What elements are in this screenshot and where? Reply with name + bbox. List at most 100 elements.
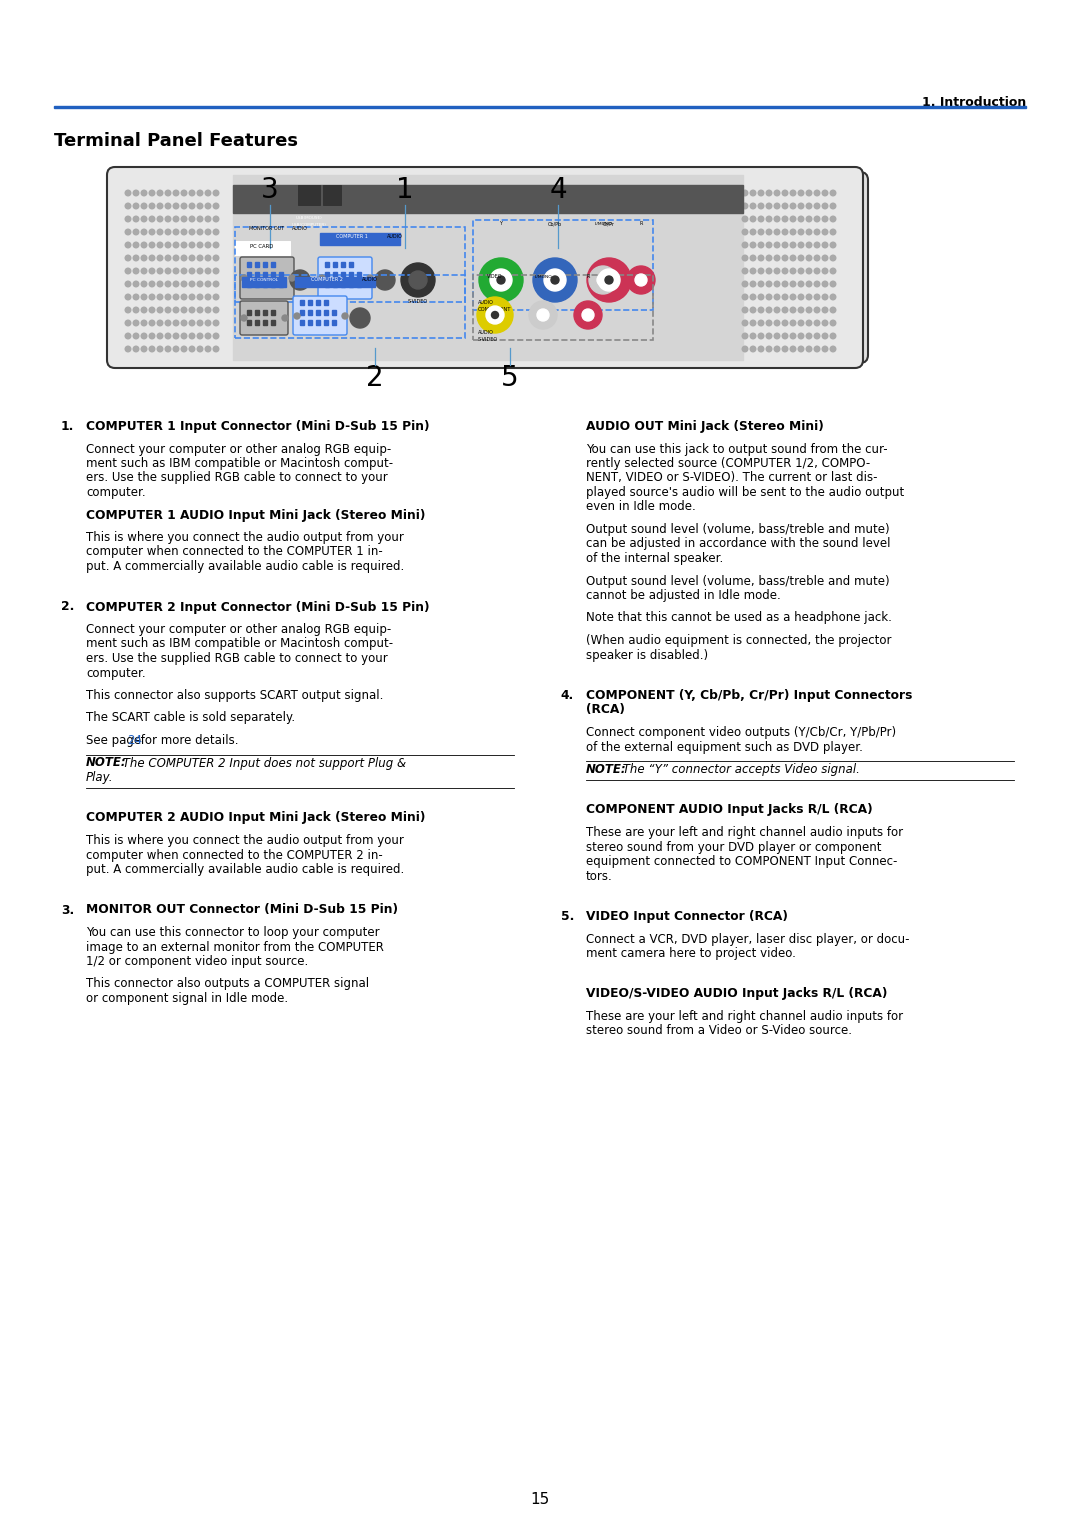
Text: S-VIDEO: S-VIDEO <box>408 299 428 304</box>
Text: Cb/Pb: Cb/Pb <box>548 221 562 226</box>
Circle shape <box>751 203 756 209</box>
Circle shape <box>831 333 836 339</box>
Circle shape <box>205 307 211 313</box>
Circle shape <box>158 191 163 195</box>
Circle shape <box>133 255 139 261</box>
Circle shape <box>822 217 827 221</box>
Text: MONITOR OUT: MONITOR OUT <box>249 226 284 230</box>
Text: put. A commercially available audio cable is required.: put. A commercially available audio cabl… <box>86 560 404 572</box>
Circle shape <box>149 295 154 299</box>
Circle shape <box>173 229 179 235</box>
Text: COMPONENT: COMPONENT <box>478 307 512 311</box>
Bar <box>235 241 291 255</box>
Circle shape <box>831 281 836 287</box>
Circle shape <box>205 281 211 287</box>
Circle shape <box>831 217 836 221</box>
Circle shape <box>486 307 504 324</box>
Text: R: R <box>639 221 643 226</box>
Text: ment such as IBM compatible or Macintosh comput-: ment such as IBM compatible or Macintosh… <box>86 456 393 470</box>
Circle shape <box>189 243 194 247</box>
Circle shape <box>742 281 747 287</box>
Bar <box>473 275 653 340</box>
Circle shape <box>149 307 154 313</box>
Circle shape <box>173 191 179 195</box>
Circle shape <box>173 255 179 261</box>
Circle shape <box>189 333 194 339</box>
Circle shape <box>791 191 796 195</box>
Circle shape <box>751 333 756 339</box>
Circle shape <box>814 346 820 353</box>
Circle shape <box>165 191 171 195</box>
Circle shape <box>241 314 247 320</box>
Circle shape <box>798 333 804 339</box>
Circle shape <box>181 320 187 325</box>
Circle shape <box>213 229 219 235</box>
Bar <box>247 310 251 314</box>
Text: computer when connected to the COMPUTER 1 in-: computer when connected to the COMPUTER … <box>86 545 382 559</box>
Bar <box>271 310 275 314</box>
FancyBboxPatch shape <box>240 301 288 336</box>
Bar <box>349 272 353 278</box>
Text: Output sound level (volume, bass/treble and mute): Output sound level (volume, bass/treble … <box>586 523 890 536</box>
FancyBboxPatch shape <box>293 296 347 336</box>
Bar <box>324 310 328 314</box>
Circle shape <box>806 320 812 325</box>
Bar <box>247 262 251 267</box>
Circle shape <box>205 229 211 235</box>
Circle shape <box>198 255 203 261</box>
Circle shape <box>133 333 139 339</box>
Text: VIDEO Input Connector (RCA): VIDEO Input Connector (RCA) <box>586 909 788 923</box>
Text: AUDIO OUT Mini Jack (Stereo Mini): AUDIO OUT Mini Jack (Stereo Mini) <box>586 420 824 433</box>
Circle shape <box>791 346 796 353</box>
Circle shape <box>831 307 836 313</box>
Circle shape <box>742 346 747 353</box>
Text: The SCART cable is sold separately.: The SCART cable is sold separately. <box>86 711 295 725</box>
Text: can be adjusted in accordance with the sound level: can be adjusted in accordance with the s… <box>586 537 891 551</box>
Text: USB(COMPUTER): USB(COMPUTER) <box>292 223 326 227</box>
Circle shape <box>798 255 804 261</box>
Circle shape <box>213 203 219 209</box>
Circle shape <box>213 217 219 221</box>
Circle shape <box>774 269 780 273</box>
Circle shape <box>806 333 812 339</box>
Circle shape <box>758 203 764 209</box>
Bar <box>332 320 336 325</box>
Text: The “Y” connector accepts Video signal.: The “Y” connector accepts Video signal. <box>619 763 860 777</box>
Circle shape <box>282 314 288 320</box>
Circle shape <box>751 255 756 261</box>
Circle shape <box>791 320 796 325</box>
Text: rently selected source (COMPUTER 1/2, COMPO-: rently selected source (COMPUTER 1/2, CO… <box>586 456 870 470</box>
Circle shape <box>806 307 812 313</box>
Circle shape <box>213 191 219 195</box>
Circle shape <box>822 346 827 353</box>
Text: 4: 4 <box>550 175 567 204</box>
Text: computer.: computer. <box>86 485 146 499</box>
Circle shape <box>782 346 787 353</box>
Circle shape <box>189 269 194 273</box>
Circle shape <box>205 203 211 209</box>
Circle shape <box>798 281 804 287</box>
Circle shape <box>766 295 772 299</box>
Bar <box>264 262 267 267</box>
Circle shape <box>822 229 827 235</box>
Bar <box>242 278 286 287</box>
Circle shape <box>141 295 147 299</box>
Text: image to an external monitor from the COMPUTER: image to an external monitor from the CO… <box>86 940 383 954</box>
Circle shape <box>141 346 147 353</box>
Text: Note that this cannot be used as a headphone jack.: Note that this cannot be used as a headp… <box>586 612 892 624</box>
Circle shape <box>798 217 804 221</box>
Bar <box>279 272 283 278</box>
Circle shape <box>198 307 203 313</box>
Circle shape <box>205 320 211 325</box>
Text: 2: 2 <box>366 365 383 392</box>
Text: Cr/Pr: Cr/Pr <box>603 221 615 226</box>
Circle shape <box>133 269 139 273</box>
Circle shape <box>213 281 219 287</box>
Bar <box>333 272 337 278</box>
Circle shape <box>791 203 796 209</box>
Circle shape <box>814 307 820 313</box>
Circle shape <box>782 243 787 247</box>
Circle shape <box>173 281 179 287</box>
Circle shape <box>213 269 219 273</box>
Circle shape <box>798 295 804 299</box>
